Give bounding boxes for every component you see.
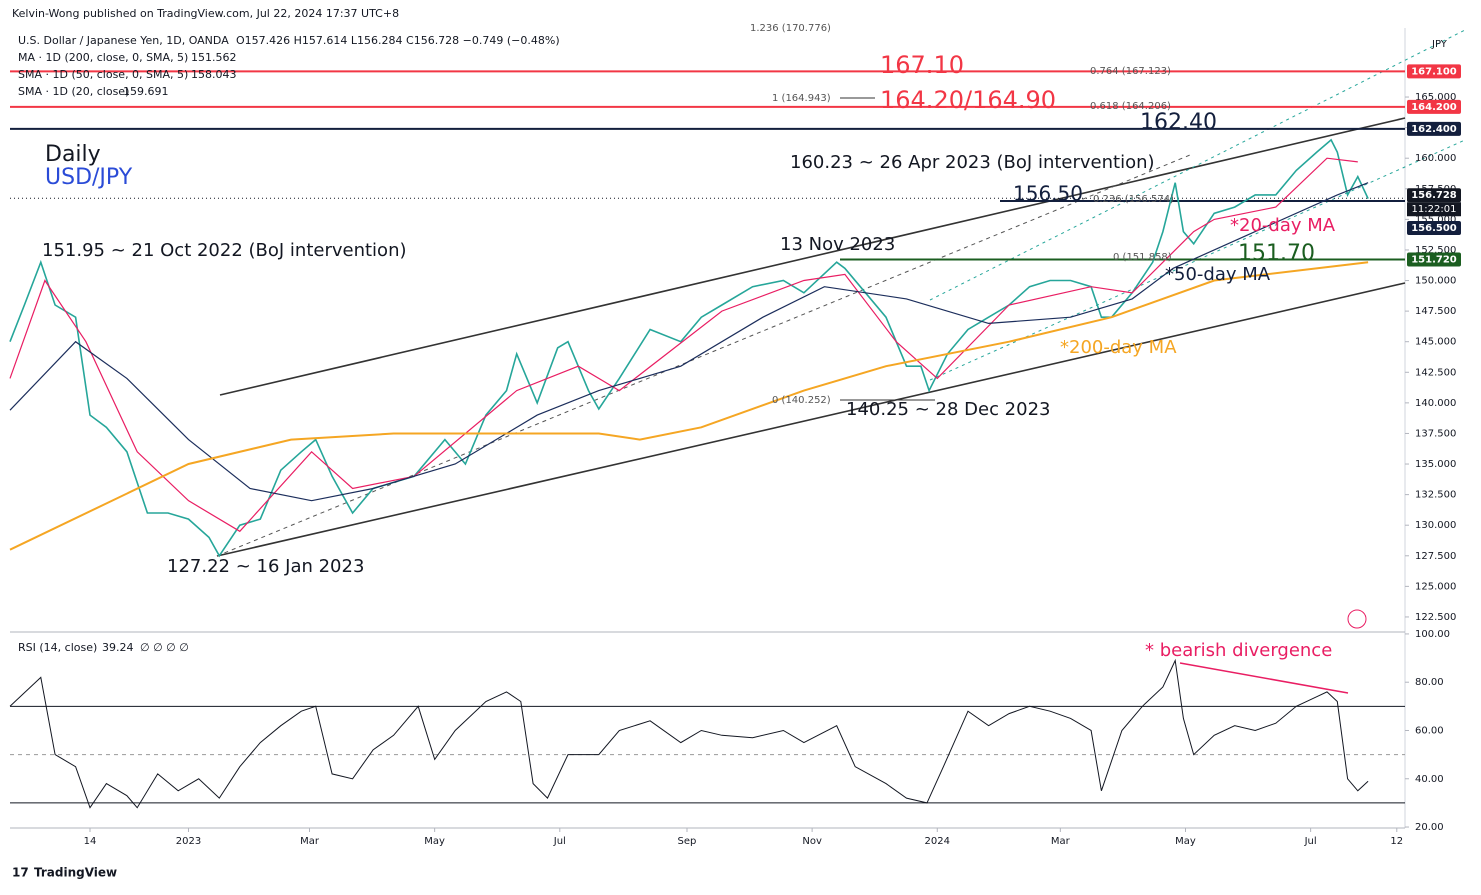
channel-line xyxy=(216,282,1406,557)
price-label: 167.100 xyxy=(1411,66,1457,77)
y-tick-label: 130.000 xyxy=(1415,520,1456,531)
annotation: 151.70 xyxy=(1238,241,1315,266)
legend-value: 159.691 xyxy=(123,85,169,98)
y-tick-label: 152.500 xyxy=(1415,245,1456,256)
y-tick-label: 137.500 xyxy=(1415,428,1456,439)
y-tick-label: 155.000 xyxy=(1415,214,1456,225)
price-label: 156.728 xyxy=(1411,190,1457,201)
y-tick-label: 80.00 xyxy=(1415,677,1444,688)
x-tick-label: 12 xyxy=(1390,836,1403,847)
annotation: 151.95 ~ 21 Oct 2022 (BoJ intervention) xyxy=(42,240,407,261)
x-tick-label: 2023 xyxy=(176,836,201,847)
y-tick-label: 142.500 xyxy=(1415,367,1456,378)
series-line xyxy=(9,138,1369,558)
price-label-box xyxy=(1407,202,1461,217)
annotation: 140.25 ~ 28 Dec 2023 xyxy=(846,399,1051,420)
legend-name: RSI (14, close) xyxy=(18,641,97,654)
legend-name: MA · 1D (200, close, 0, SMA, 5) xyxy=(18,51,188,64)
legend-value: 39.24 xyxy=(102,641,134,654)
price-label-box xyxy=(1407,99,1461,114)
annotation: 160.23 ~ 26 Apr 2023 (BoJ intervention) xyxy=(790,152,1155,173)
price-label: 162.400 xyxy=(1411,124,1457,135)
annotation: 164.20/164.90 xyxy=(880,86,1056,114)
annotation: 156.50 xyxy=(1013,182,1083,206)
annotation: * bearish divergence xyxy=(1145,640,1332,661)
legend-extra: ∅ ∅ ∅ ∅ xyxy=(140,641,189,654)
y-tick-label: 135.000 xyxy=(1415,459,1456,470)
y-tick-label: 140.000 xyxy=(1415,398,1456,409)
x-tick-label: Mar xyxy=(1051,836,1071,847)
annotation: Daily xyxy=(45,142,101,167)
fib-label: 0.618 (164.206) xyxy=(1090,101,1171,112)
icon[interactable] xyxy=(1347,609,1367,629)
y-tick-label: 125.000 xyxy=(1415,581,1456,592)
y-tick-label: 100.00 xyxy=(1415,629,1450,640)
x-tick-label: Mar xyxy=(300,836,320,847)
legend-value: 158.043 xyxy=(191,68,237,81)
annotation: *200-day MA xyxy=(1060,337,1177,358)
price-label: 156.500 xyxy=(1411,223,1457,234)
legend-value: 151.562 xyxy=(191,51,237,64)
y-tick-label: 160.000 xyxy=(1415,153,1456,164)
price-label: 164.200 xyxy=(1411,102,1457,113)
currency: JPY xyxy=(1431,39,1448,50)
legend-ohlc: O157.426 H157.614 L156.284 C156.728 −0.7… xyxy=(236,34,560,47)
x-tick-label: May xyxy=(1175,836,1196,847)
annotation: *20-day MA xyxy=(1230,215,1336,236)
series-line xyxy=(9,261,1369,551)
price-label-box xyxy=(1407,221,1461,236)
x-tick-label: Jul xyxy=(1304,836,1317,847)
y-tick-label: 132.500 xyxy=(1415,490,1456,501)
x-tick-label: 2024 xyxy=(925,836,950,847)
fib-label: 1.236 (170.776) xyxy=(750,23,831,34)
x-tick-label: May xyxy=(424,836,445,847)
x-tick-label: 14 xyxy=(84,836,97,847)
x-tick-label: Jul xyxy=(553,836,566,847)
fib-channel xyxy=(929,29,1466,301)
legend-title: U.S. Dollar / Japanese Yen, 1D, OANDA xyxy=(18,34,229,47)
x-tick-label: Nov xyxy=(802,836,822,847)
annotation: 167.10 xyxy=(880,51,964,79)
price-label-box xyxy=(1407,64,1461,79)
y-tick-label: 122.500 xyxy=(1415,612,1456,623)
price-label-box xyxy=(1407,188,1461,203)
y-tick-label: 165.000 xyxy=(1415,92,1456,103)
legend-name: SMA · 1D (20, close) xyxy=(18,85,129,98)
series-line xyxy=(9,182,1369,502)
y-tick-label: 145.000 xyxy=(1415,337,1456,348)
y-tick-label: 20.00 xyxy=(1415,822,1444,833)
fib-label: 0.764 (167.123) xyxy=(1090,66,1171,77)
fib-label: 0.236 (156.574) xyxy=(1093,194,1174,205)
y-tick-label: 40.00 xyxy=(1415,774,1444,785)
fib-label: 0 (151.858) xyxy=(1113,252,1172,263)
footer: TradingView xyxy=(34,866,117,880)
series-line xyxy=(9,658,1369,809)
publisher: Kelvin-Wong published on TradingView.com… xyxy=(12,7,399,20)
annotation: 13 Nov 2023 xyxy=(780,234,895,255)
annotation: 162.40 xyxy=(1140,110,1217,135)
y-tick-label: 60.00 xyxy=(1415,725,1444,736)
series-line xyxy=(9,157,1358,533)
price-label-box xyxy=(1407,252,1461,267)
annotation: 127.22 ~ 16 Jan 2023 xyxy=(167,556,364,577)
logo: 17 xyxy=(12,866,29,880)
annotation: *50-day MA xyxy=(1165,264,1271,285)
fib-label: 0 (140.252) xyxy=(772,395,831,406)
x-tick-label: Sep xyxy=(678,836,697,847)
legend-name: SMA · 1D (50, close, 0, SMA, 5) xyxy=(18,68,188,81)
y-tick-label: 127.500 xyxy=(1415,551,1456,562)
y-tick-label: 147.500 xyxy=(1415,306,1456,317)
divergence-line xyxy=(1179,662,1349,694)
annotation: USD/JPY xyxy=(45,165,133,190)
fib-label: 1 (164.943) xyxy=(772,93,831,104)
channel-line xyxy=(219,117,1406,396)
y-tick-label: 150.000 xyxy=(1415,276,1456,287)
price-label-box xyxy=(1407,121,1461,136)
price-label: 11:22:01 xyxy=(1412,204,1457,215)
price-label: 151.720 xyxy=(1411,254,1457,265)
